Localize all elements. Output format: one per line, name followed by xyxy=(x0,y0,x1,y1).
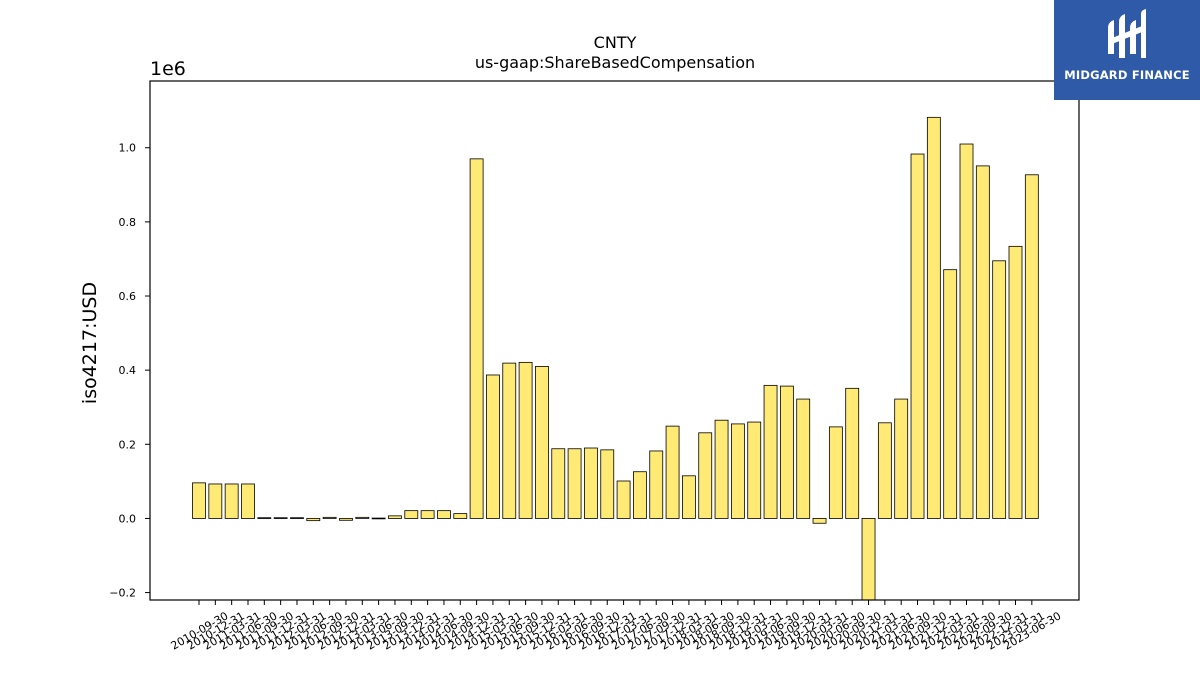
y-tick-label: 0.4 xyxy=(119,364,137,377)
bar-2021-12-31 xyxy=(926,116,941,519)
bar-2020-09-30 xyxy=(845,387,860,519)
y-tick-label: 1.0 xyxy=(119,142,137,155)
bar-2018-12-31 xyxy=(730,423,745,519)
bar-2018-03-31 xyxy=(682,475,696,519)
bar-2014-12-31 xyxy=(469,158,484,519)
bar-2011-06-30 xyxy=(241,483,255,519)
bar-2011-09-30 xyxy=(257,517,272,519)
bar-2020-12-31 xyxy=(861,518,876,601)
bar-2013-12-31 xyxy=(404,510,419,519)
bar-2017-03-31 xyxy=(616,480,631,519)
bar-2019-03-31 xyxy=(747,421,762,519)
bar-2018-09-30 xyxy=(714,419,729,519)
chart-subtitle: us-gaap:ShareBasedCompensation xyxy=(475,53,755,72)
logo-text: MIDGARD FINANCE xyxy=(1064,68,1190,82)
y-tick-label: −0.2 xyxy=(109,587,136,600)
bar-2010-12-31 xyxy=(208,483,223,519)
bar-2022-09-30 xyxy=(975,165,990,519)
bar-2021-09-30 xyxy=(910,153,925,519)
bar-2013-06-30 xyxy=(371,517,386,520)
bar-2014-03-31 xyxy=(420,510,435,519)
bar-2013-09-30 xyxy=(388,515,402,519)
bar-2022-06-30 xyxy=(959,143,974,519)
bar-2017-09-30 xyxy=(649,450,664,519)
chart-title: CNTY xyxy=(594,33,637,52)
bar-2021-03-31 xyxy=(877,422,892,519)
bar-2016-03-31 xyxy=(551,448,566,519)
bar-2012-09-30 xyxy=(322,516,337,519)
bar-2019-09-30 xyxy=(779,385,794,519)
y-tick-label: 0.2 xyxy=(119,438,137,451)
bar-2018-06-30 xyxy=(698,432,713,519)
bar-2012-12-31 xyxy=(339,518,353,521)
y-tick-label: 0.8 xyxy=(119,216,137,229)
bar-2015-09-30 xyxy=(518,361,533,519)
bar-2011-12-31 xyxy=(273,517,288,519)
y-ticks-group: −0.2 0.0 0.2 0.4 0.6 0.8 1.0 xyxy=(109,142,150,600)
y-axis-label: iso4217:USD xyxy=(79,282,101,404)
bar-2014-06-30 xyxy=(437,510,451,519)
bar-2019-12-31 xyxy=(796,398,811,519)
bar-2010-09-30 xyxy=(192,482,206,519)
bar-2016-09-30 xyxy=(584,447,598,519)
logo: MIDGARD FINANCE xyxy=(1054,0,1200,100)
x-ticks-group: 2010-09-302010-12-312011-03-312011-06-30… xyxy=(169,600,1063,653)
bar-2016-06-30 xyxy=(567,448,582,519)
bar-2015-12-31 xyxy=(535,366,549,519)
y-offset-label: 1e6 xyxy=(150,58,186,80)
bar-2013-03-31 xyxy=(355,516,370,519)
bar-2022-03-31 xyxy=(943,269,958,519)
bar-2023-06-30 xyxy=(1024,174,1039,519)
bar-2019-06-30 xyxy=(763,384,778,519)
bar-2012-06-30 xyxy=(306,518,321,522)
logo-mark-icon xyxy=(1108,9,1146,58)
bar-2011-03-31 xyxy=(224,483,239,519)
bar-2020-06-30 xyxy=(828,426,843,519)
bar-2020-03-31 xyxy=(812,518,827,524)
plot-frame xyxy=(149,80,1080,601)
y-tick-label: 0.0 xyxy=(119,512,137,525)
bar-2017-12-31 xyxy=(665,425,680,519)
bar-2012-03-31 xyxy=(290,517,304,519)
bar-2016-12-31 xyxy=(600,449,615,519)
bar-2015-06-30 xyxy=(502,362,517,519)
bar-2014-09-30 xyxy=(453,513,468,519)
bar-2017-06-30 xyxy=(633,471,647,519)
y-tick-label: 0.6 xyxy=(119,290,137,303)
bar-2022-12-31 xyxy=(992,260,1007,519)
bar-2023-03-31 xyxy=(1008,245,1023,519)
bar-2021-06-30 xyxy=(894,398,909,519)
bars-group xyxy=(192,116,1039,601)
bar-2015-03-31 xyxy=(486,374,500,519)
